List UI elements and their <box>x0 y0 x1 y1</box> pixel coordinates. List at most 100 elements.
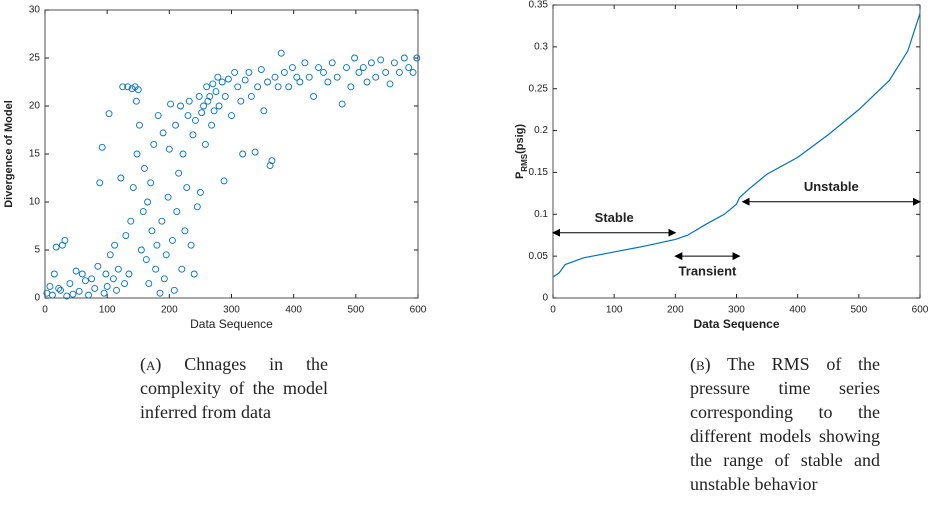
point <box>158 217 166 225</box>
x-tick-label: 200 <box>667 305 684 316</box>
x-tick-label: 400 <box>789 305 806 316</box>
point <box>179 150 187 158</box>
point <box>377 56 385 64</box>
point <box>257 66 265 73</box>
point <box>201 140 209 148</box>
point <box>102 270 110 278</box>
point <box>187 241 195 249</box>
point <box>85 291 92 299</box>
point <box>214 73 222 81</box>
point <box>127 217 135 225</box>
point <box>52 243 60 251</box>
point <box>372 73 380 81</box>
point <box>338 100 346 108</box>
point <box>159 129 167 137</box>
point <box>234 83 242 91</box>
point <box>296 78 304 86</box>
point <box>57 286 64 294</box>
point <box>94 262 102 270</box>
point <box>310 92 318 100</box>
x-axis-label: Data Sequence <box>190 317 273 331</box>
point <box>196 188 204 196</box>
point <box>268 157 276 165</box>
point <box>162 251 170 259</box>
point <box>254 83 262 91</box>
y-tick-label: 0 <box>34 293 40 304</box>
point <box>91 284 99 292</box>
point <box>351 54 359 62</box>
point <box>66 280 74 288</box>
point <box>195 92 203 100</box>
point <box>129 184 137 192</box>
point <box>386 80 394 88</box>
point <box>245 68 253 76</box>
point <box>190 270 198 278</box>
point <box>136 121 143 129</box>
point <box>175 169 183 177</box>
point <box>122 232 130 240</box>
x-tick-label: 300 <box>223 305 240 316</box>
point <box>239 150 247 158</box>
point <box>203 83 211 91</box>
point <box>206 92 214 100</box>
point <box>251 148 259 156</box>
point <box>305 73 313 81</box>
point <box>121 280 129 288</box>
point <box>413 54 421 62</box>
x-axis-label: Data Sequence <box>693 317 779 331</box>
point <box>288 64 296 72</box>
point <box>96 179 104 187</box>
point <box>266 162 274 169</box>
point <box>301 59 309 67</box>
point <box>333 73 341 81</box>
x-tick-label: 0 <box>550 305 556 316</box>
y-axis-label-part: RMS <box>520 153 529 171</box>
caption-text: Chnages in the complexity of the model i… <box>140 354 328 422</box>
y-axis-label: Divergence of Model <box>3 100 15 208</box>
point <box>328 59 336 67</box>
point <box>355 68 363 76</box>
point <box>277 49 285 57</box>
x-tick-label: 600 <box>912 305 929 316</box>
point <box>293 73 301 81</box>
y-tick-label: 20 <box>29 101 41 112</box>
x-tick-label: 200 <box>161 305 178 316</box>
y-tick-label: 0.05 <box>529 251 549 262</box>
point <box>198 109 206 117</box>
point <box>98 143 106 151</box>
point <box>400 54 408 62</box>
point <box>208 121 216 129</box>
point <box>124 83 132 91</box>
point <box>390 59 398 67</box>
y-tick-label: 10 <box>29 197 41 208</box>
point <box>75 287 83 295</box>
point <box>134 86 142 94</box>
y-tick-label: 0.15 <box>529 167 549 178</box>
point <box>177 102 184 110</box>
y-axis-label-part: P <box>514 172 526 179</box>
point <box>212 88 220 96</box>
y-tick-label: 30 <box>29 5 41 16</box>
point <box>315 64 322 72</box>
x-tick-label: 600 <box>410 305 427 316</box>
point <box>224 75 232 83</box>
point <box>189 131 197 139</box>
point <box>125 270 133 278</box>
point <box>231 68 239 76</box>
point <box>168 236 176 244</box>
point <box>119 83 127 91</box>
point <box>69 290 77 298</box>
point <box>241 76 249 84</box>
point <box>156 289 164 297</box>
point <box>72 267 80 275</box>
point <box>405 64 413 72</box>
point <box>152 265 160 273</box>
point <box>237 97 245 105</box>
line <box>552 13 921 278</box>
y-tick-label: 15 <box>29 149 41 160</box>
point <box>147 179 155 187</box>
point <box>343 64 350 72</box>
point <box>181 227 189 235</box>
point <box>141 164 148 172</box>
caption-tag: (a) <box>140 354 162 374</box>
